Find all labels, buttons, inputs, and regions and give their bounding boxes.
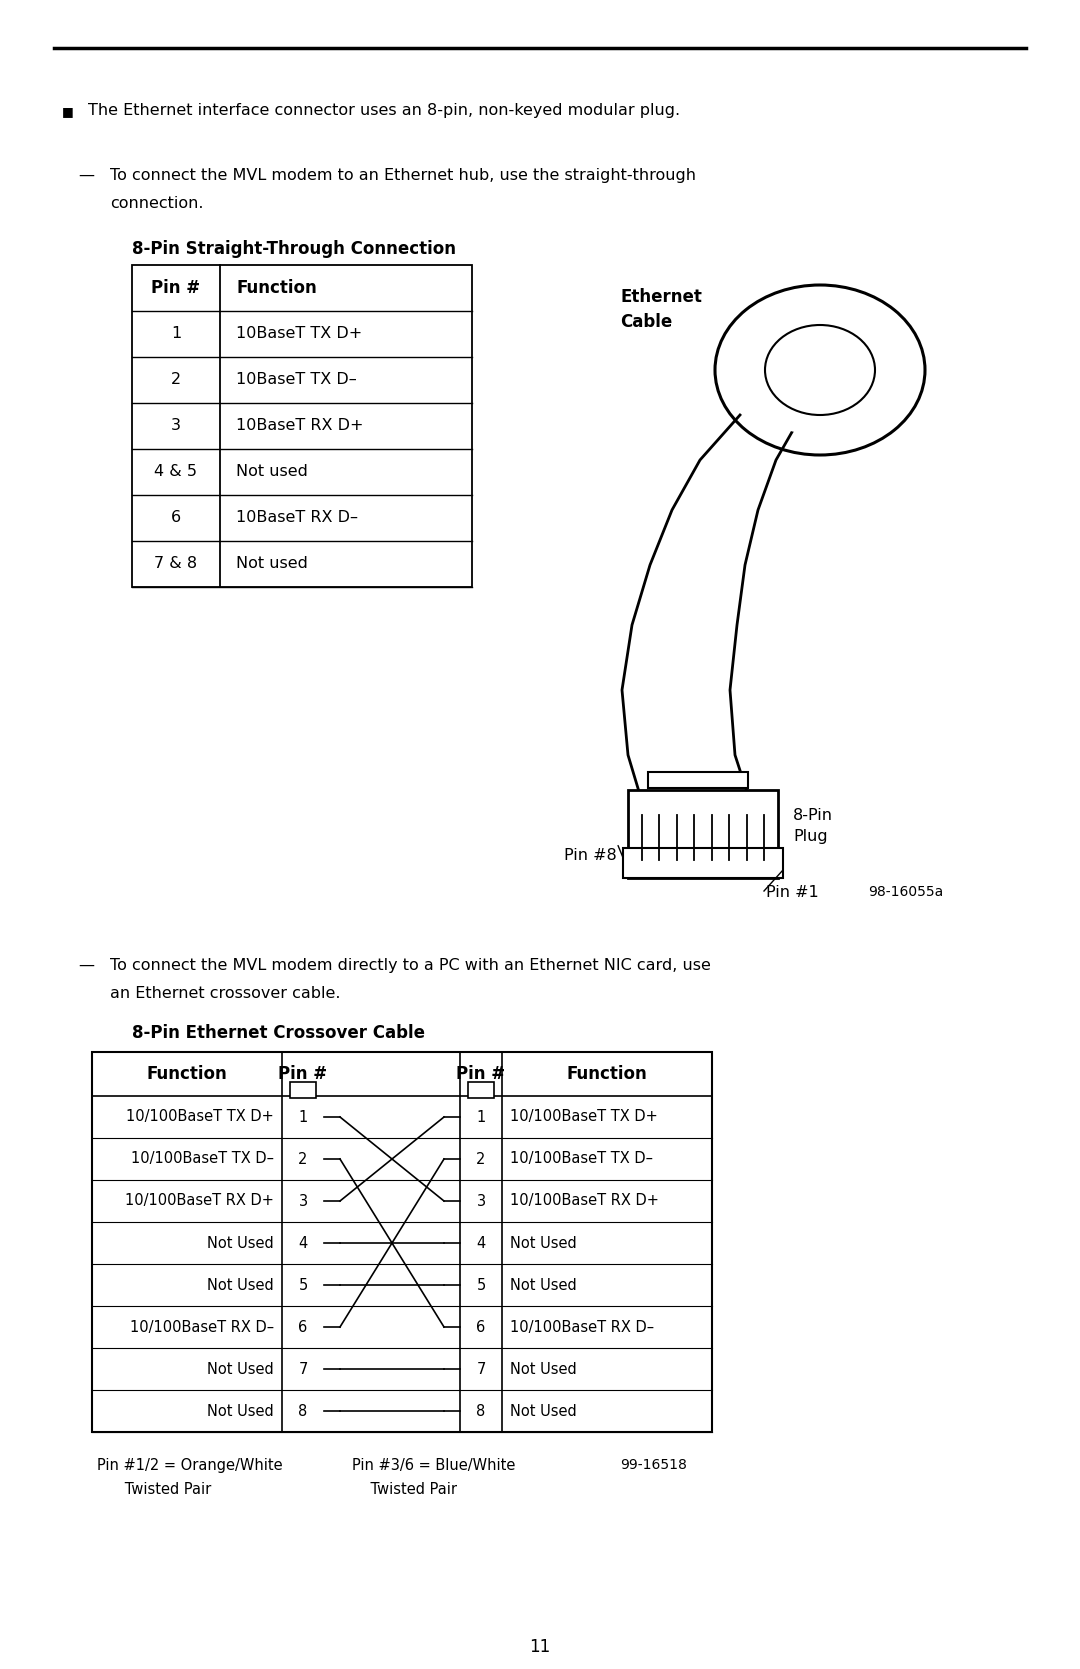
Text: 2: 2 <box>298 1152 308 1167</box>
Text: Pin #1/2 = Orange/White: Pin #1/2 = Orange/White <box>97 1459 283 1474</box>
Text: 10/100BaseT RX D+: 10/100BaseT RX D+ <box>125 1193 274 1208</box>
Text: To connect the MVL modem to an Ethernet hub, use the straight-through: To connect the MVL modem to an Ethernet … <box>110 169 696 184</box>
Text: 3: 3 <box>476 1193 486 1208</box>
Text: 8: 8 <box>298 1404 308 1419</box>
Bar <box>468 1082 494 1098</box>
Text: Ethernet
Cable: Ethernet Cable <box>620 289 702 330</box>
Text: To connect the MVL modem directly to a PC with an Ethernet NIC card, use: To connect the MVL modem directly to a P… <box>110 958 711 973</box>
Text: 3: 3 <box>171 419 181 434</box>
Text: 10/100BaseT TX D–: 10/100BaseT TX D– <box>131 1152 274 1167</box>
Text: 8-Pin
Plug: 8-Pin Plug <box>793 808 833 845</box>
Text: Pin #1: Pin #1 <box>766 885 819 900</box>
Text: 10BaseT TX D–: 10BaseT TX D– <box>237 372 356 387</box>
Text: 7: 7 <box>298 1362 308 1377</box>
Bar <box>291 1082 316 1098</box>
Text: 3: 3 <box>298 1193 308 1208</box>
Text: 4 & 5: 4 & 5 <box>154 464 198 479</box>
Text: 4: 4 <box>476 1235 486 1250</box>
Bar <box>623 848 783 878</box>
Text: Not used: Not used <box>237 556 308 571</box>
Text: Not Used: Not Used <box>207 1277 274 1292</box>
Text: Function: Function <box>567 1065 647 1083</box>
Text: 8: 8 <box>476 1404 486 1419</box>
Text: 1: 1 <box>171 327 181 342</box>
Text: 11: 11 <box>529 1637 551 1656</box>
Text: 1: 1 <box>476 1110 486 1125</box>
Text: 5: 5 <box>476 1277 486 1292</box>
Text: 10/100BaseT TX D–: 10/100BaseT TX D– <box>510 1152 653 1167</box>
Text: an Ethernet crossover cable.: an Ethernet crossover cable. <box>110 986 340 1001</box>
Text: 6: 6 <box>171 511 181 526</box>
Text: connection.: connection. <box>110 195 203 210</box>
Text: 10/100BaseT RX D+: 10/100BaseT RX D+ <box>510 1193 659 1208</box>
Text: 6: 6 <box>476 1320 486 1335</box>
Text: —: — <box>78 958 94 973</box>
Text: ■: ■ <box>62 105 73 118</box>
Text: 6: 6 <box>298 1320 308 1335</box>
Text: 4: 4 <box>298 1235 308 1250</box>
Text: Not Used: Not Used <box>510 1277 577 1292</box>
Text: 10/100BaseT RX D–: 10/100BaseT RX D– <box>510 1320 654 1335</box>
Bar <box>132 265 472 587</box>
Text: 98-16055a: 98-16055a <box>868 885 943 900</box>
Text: Not Used: Not Used <box>207 1404 274 1419</box>
Text: Pin #: Pin # <box>151 279 201 297</box>
Bar <box>648 773 748 788</box>
Text: 5: 5 <box>298 1277 308 1292</box>
Text: Not Used: Not Used <box>207 1235 274 1250</box>
Text: —: — <box>78 169 94 184</box>
Text: Not Used: Not Used <box>510 1362 577 1377</box>
Text: 8-Pin Ethernet Crossover Cable: 8-Pin Ethernet Crossover Cable <box>132 1025 426 1041</box>
Text: 2: 2 <box>171 372 181 387</box>
Text: 7 & 8: 7 & 8 <box>154 556 198 571</box>
Text: 10BaseT TX D+: 10BaseT TX D+ <box>237 327 362 342</box>
Text: 8-Pin Straight-Through Connection: 8-Pin Straight-Through Connection <box>132 240 456 259</box>
Text: 1: 1 <box>298 1110 308 1125</box>
Text: Pin #: Pin # <box>457 1065 505 1083</box>
Text: 10/100BaseT RX D–: 10/100BaseT RX D– <box>130 1320 274 1335</box>
Text: 7: 7 <box>476 1362 486 1377</box>
Text: 99-16518: 99-16518 <box>620 1459 687 1472</box>
Text: Not Used: Not Used <box>510 1404 577 1419</box>
Text: Twisted Pair: Twisted Pair <box>352 1482 457 1497</box>
Text: 10/100BaseT TX D+: 10/100BaseT TX D+ <box>126 1110 274 1125</box>
Text: Function: Function <box>237 279 316 297</box>
Ellipse shape <box>735 305 905 436</box>
Polygon shape <box>622 416 800 794</box>
Text: Function: Function <box>147 1065 228 1083</box>
Bar <box>92 1051 712 1432</box>
Text: Pin #8: Pin #8 <box>564 848 617 863</box>
Text: Pin #: Pin # <box>279 1065 327 1083</box>
Text: The Ethernet interface connector uses an 8-pin, non-keyed modular plug.: The Ethernet interface connector uses an… <box>87 103 680 118</box>
Text: 10BaseT RX D+: 10BaseT RX D+ <box>237 419 364 434</box>
Text: Not Used: Not Used <box>207 1362 274 1377</box>
Text: 2: 2 <box>476 1152 486 1167</box>
Text: Pin #3/6 = Blue/White: Pin #3/6 = Blue/White <box>352 1459 515 1474</box>
Text: Twisted Pair: Twisted Pair <box>97 1482 212 1497</box>
Bar <box>627 789 778 878</box>
Text: 10BaseT RX D–: 10BaseT RX D– <box>237 511 357 526</box>
Text: Not Used: Not Used <box>510 1235 577 1250</box>
Text: 10/100BaseT TX D+: 10/100BaseT TX D+ <box>510 1110 658 1125</box>
Text: Not used: Not used <box>237 464 308 479</box>
